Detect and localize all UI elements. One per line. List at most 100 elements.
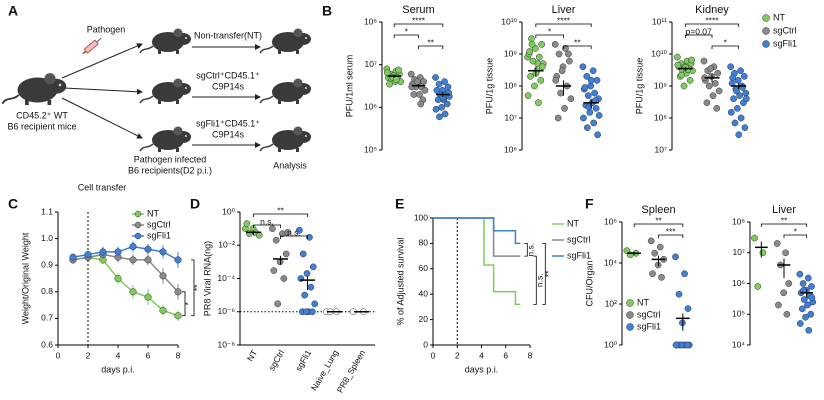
reference-label: Cell transfer <box>78 182 127 192</box>
data-point <box>799 280 807 287</box>
data-point <box>129 256 137 264</box>
data-point <box>736 92 744 99</box>
legend-marker <box>626 311 634 319</box>
data-point <box>441 78 448 85</box>
mouse-icon <box>259 77 312 105</box>
data-point <box>311 300 319 308</box>
data-point <box>99 248 107 256</box>
data-point <box>413 78 421 85</box>
y-tick-label: 10² <box>605 298 617 308</box>
recipient-text: B6 recipient mice <box>7 121 76 131</box>
data-point <box>735 131 743 139</box>
data-point <box>561 105 568 112</box>
data-point <box>587 82 595 90</box>
data-point <box>270 267 278 274</box>
data-point <box>808 294 816 301</box>
data-point <box>808 283 815 290</box>
y-tick-label: 10⁶ <box>364 102 377 112</box>
data-point <box>296 226 303 234</box>
x-tick-label: 4 <box>479 350 484 360</box>
data-point <box>729 74 737 82</box>
data-point <box>731 119 739 127</box>
y-tick-label: 10⁹ <box>654 80 667 90</box>
significance-label: **** <box>705 15 719 25</box>
y-tick-label: 10⁻⁸ <box>217 339 235 349</box>
data-point <box>524 92 532 99</box>
y-tick-label: 10⁶ <box>504 144 517 154</box>
legend-label: sgCtrl <box>147 219 171 229</box>
significance-bracket <box>711 45 740 49</box>
y-tick-label: 10⁶ <box>604 216 617 226</box>
data-point <box>785 280 793 287</box>
legend-label: NT <box>637 297 649 307</box>
significance-bracket <box>253 224 281 228</box>
arrow <box>61 43 143 79</box>
data-point <box>408 83 416 91</box>
group-text: Non-transfer(NT) <box>194 30 262 40</box>
significance-label: * <box>405 26 409 36</box>
legend-label: sgCtrl <box>773 25 797 35</box>
y-tick-label: 0.8 <box>41 286 53 296</box>
y-axis-label: Weight/Original Weight <box>20 232 30 324</box>
data-point <box>796 320 804 327</box>
data-point <box>737 67 744 75</box>
y-tick-label: 10⁰ <box>604 339 617 349</box>
data-point <box>302 308 310 316</box>
y-tick-label: 10⁹ <box>504 48 517 58</box>
data-point <box>703 99 711 107</box>
significance-label: * <box>183 301 193 305</box>
data-point <box>159 272 167 280</box>
arrow <box>63 87 143 95</box>
significance-label: * <box>794 226 798 236</box>
syringe-icon <box>82 37 102 55</box>
y-axis-label: PFU/1g tissue <box>484 58 494 115</box>
data-point <box>307 283 315 291</box>
significance-bracket <box>393 34 419 38</box>
data-point <box>727 109 735 116</box>
significance-label: n.s. <box>260 216 274 226</box>
data-point <box>782 249 789 257</box>
survival-line <box>433 217 521 257</box>
panel-label: A <box>8 3 18 19</box>
significance-label: n.s. <box>287 227 301 237</box>
data-point <box>441 110 449 118</box>
y-tick-label: 10⁷ <box>732 247 745 257</box>
x-axis-label: days p.i. <box>101 364 135 374</box>
significance-label: *** <box>666 226 677 236</box>
pathogen-text: Pathogen <box>87 24 126 34</box>
data-point <box>566 57 573 65</box>
legend-marker <box>762 14 770 22</box>
significance-bracket <box>393 23 444 27</box>
data-point <box>580 114 587 122</box>
y-tick-label: 20 <box>419 314 429 324</box>
data-point <box>805 326 813 334</box>
significance-bracket <box>182 291 186 317</box>
data-point <box>436 113 443 121</box>
y-tick-label: 10¹⁰ <box>651 48 667 58</box>
data-point <box>410 91 418 98</box>
data-point <box>551 41 559 48</box>
data-point <box>678 71 686 79</box>
mouse-icon <box>1 72 68 106</box>
data-point <box>711 80 719 87</box>
data-point <box>386 80 393 88</box>
y-tick-label: 10⁸ <box>654 112 667 122</box>
data-point <box>303 270 311 277</box>
data-point <box>567 95 575 103</box>
data-point <box>673 53 681 61</box>
x-tick-label: 8 <box>176 350 181 360</box>
data-point <box>299 250 307 258</box>
data-point <box>683 341 691 349</box>
survival-line <box>433 217 521 306</box>
y-tick-label: 10⁸ <box>364 16 377 26</box>
panel-a: A CD45.2⁺ WT B6 recipient mice Pathogen … <box>1 3 312 175</box>
data-point <box>301 291 309 299</box>
data-point <box>742 95 750 103</box>
significance-label: ** <box>574 37 581 47</box>
data-point <box>432 105 440 113</box>
mouse-icon <box>139 125 192 153</box>
significance-label: ** <box>277 205 284 215</box>
data-point <box>647 237 655 245</box>
arrow <box>61 97 143 139</box>
